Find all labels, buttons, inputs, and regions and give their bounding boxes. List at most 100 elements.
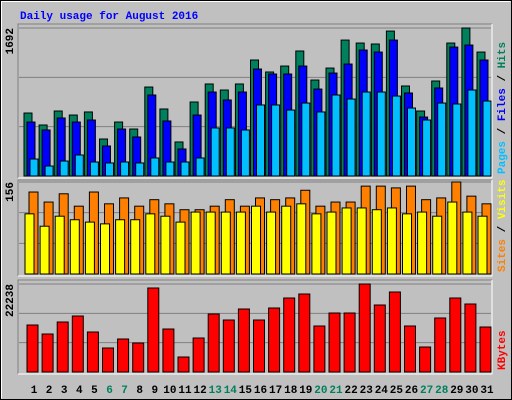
bar — [316, 111, 326, 177]
bar — [331, 94, 341, 177]
bar — [69, 219, 80, 275]
bar — [177, 356, 190, 373]
bar — [283, 297, 296, 373]
x-tick-label: 25 — [390, 385, 404, 397]
bar — [74, 154, 84, 177]
x-tick-label: 9 — [151, 385, 158, 397]
plot-bevel — [18, 180, 493, 277]
bar — [71, 315, 84, 373]
bar — [150, 157, 160, 177]
bar — [286, 109, 296, 177]
bar — [449, 297, 462, 373]
bar — [373, 304, 386, 373]
legend-separator: / — [497, 68, 509, 88]
plot-bevel — [17, 179, 492, 276]
x-tick-label: 19 — [299, 385, 312, 397]
bar — [235, 211, 246, 275]
bar — [386, 207, 397, 275]
x-tick-label: 18 — [284, 385, 298, 397]
x-tick-label: 27 — [420, 385, 433, 397]
bar — [195, 157, 205, 177]
bar — [266, 211, 277, 275]
bar — [346, 98, 356, 177]
y-tick-label: 156 — [5, 182, 17, 202]
bar — [268, 307, 281, 373]
bar — [26, 324, 39, 373]
bar — [220, 211, 231, 275]
plot-bevel — [17, 23, 492, 178]
bar — [251, 205, 261, 275]
x-tick-label: 12 — [193, 385, 206, 397]
bar — [341, 207, 352, 275]
bar — [59, 160, 69, 177]
bar — [225, 127, 235, 177]
bar — [452, 103, 462, 177]
bar — [102, 347, 114, 373]
x-tick-label: 17 — [269, 385, 282, 397]
legend-separator: / — [497, 219, 509, 239]
bar — [117, 338, 130, 373]
bar — [361, 91, 371, 177]
bar — [24, 213, 35, 275]
x-tick-label: 1 — [31, 385, 38, 397]
bar — [86, 331, 99, 373]
bar — [391, 95, 401, 177]
bar — [417, 211, 428, 275]
legend-separator: / — [497, 121, 509, 141]
bar — [190, 211, 201, 275]
bar — [237, 308, 250, 373]
plot-bevel — [18, 280, 493, 375]
bar — [29, 158, 39, 177]
bar — [207, 313, 220, 373]
bar — [160, 215, 171, 275]
bar — [301, 102, 311, 177]
x-tick-label: 21 — [329, 385, 343, 397]
bar — [432, 215, 443, 275]
bar — [41, 333, 54, 373]
bar — [376, 91, 386, 177]
legend-entry: Hits — [497, 42, 509, 68]
bar — [467, 89, 477, 177]
bar — [100, 223, 110, 275]
x-tick-label: 5 — [91, 385, 98, 397]
bar — [210, 127, 220, 177]
bar — [44, 165, 54, 177]
bar — [115, 219, 126, 275]
bar — [192, 337, 205, 373]
legend: Pages / Files / Hits — [497, 42, 509, 174]
x-tick-label: 13 — [209, 385, 223, 397]
bar — [434, 317, 447, 373]
bar — [56, 321, 69, 373]
bar — [120, 161, 130, 177]
bar — [130, 219, 141, 275]
y-tick-label: 22238 — [5, 284, 17, 317]
x-tick-label: 8 — [136, 385, 143, 397]
x-tick-label: 16 — [254, 385, 267, 397]
bar — [271, 104, 281, 177]
x-tick-label: 31 — [480, 385, 494, 397]
bar — [89, 161, 99, 177]
x-tick-label: 3 — [61, 385, 68, 397]
x-tick-label: 7 — [121, 385, 128, 397]
bar — [462, 211, 473, 275]
bar — [135, 162, 145, 177]
x-tick-label: 26 — [405, 385, 418, 397]
bar — [54, 215, 65, 275]
bar — [407, 107, 416, 177]
plot-bevel — [18, 24, 493, 179]
x-tick-label: 23 — [360, 385, 374, 397]
x-tick-label: 4 — [76, 385, 83, 397]
x-tick-label: 2 — [46, 385, 53, 397]
bar — [419, 346, 432, 373]
bar — [482, 100, 492, 177]
bar — [240, 129, 250, 177]
bar — [326, 211, 337, 275]
bar — [422, 119, 432, 177]
bar — [311, 213, 322, 275]
bar — [165, 161, 175, 177]
legend-entry: Visits — [497, 180, 509, 220]
legend-entry: Sites — [497, 239, 509, 272]
bar — [147, 287, 160, 373]
bar — [105, 162, 114, 177]
